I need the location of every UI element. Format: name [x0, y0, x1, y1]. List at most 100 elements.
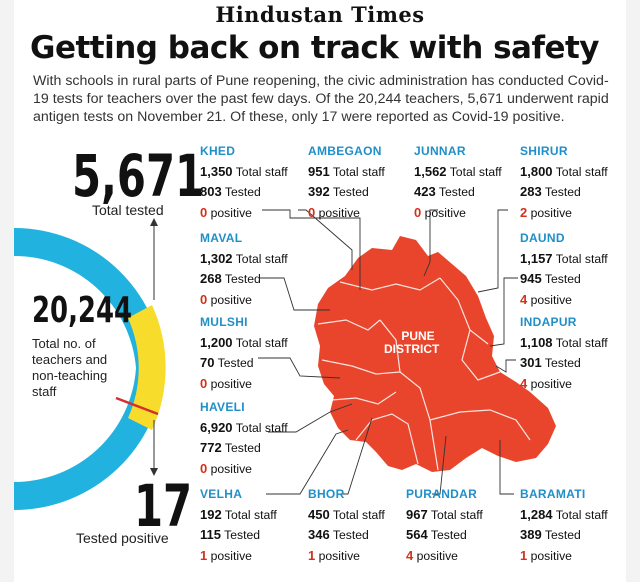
positive-count: 4 [520, 375, 528, 391]
district-maval: MAVAL 1,302 Total staff 268 Tested 0 pos… [200, 229, 288, 310]
positive-total-label: Tested positive [76, 530, 169, 546]
district-ambegaon: AMBEGAON 951 Total staff 392 Tested 0 po… [308, 142, 385, 223]
tested-label: Tested [224, 441, 261, 455]
district-name: KHED [200, 144, 236, 158]
tested-count: 392 [308, 184, 330, 199]
staff-label: Total staff [332, 164, 385, 179]
staff-total-label-1: Total no. of [32, 336, 96, 351]
positive-label: positive [318, 548, 360, 563]
tested-count: 423 [414, 184, 436, 199]
positive-label: positive [210, 548, 252, 563]
positive-count: 1 [200, 547, 208, 563]
map-label: PUNE DISTRICT [384, 329, 439, 356]
tested-label: Tested [438, 185, 475, 199]
district-name: MULSHI [200, 315, 248, 329]
tested-count: 772 [200, 440, 222, 455]
staff-total-label-2: teachers and [32, 352, 108, 367]
positive-label: positive [210, 292, 252, 307]
district-name: AMBEGAON [308, 144, 382, 158]
district-name: PURANDAR [406, 487, 478, 501]
district-purandar: PURANDAR 967 Total staff 564 Tested 4 po… [406, 485, 483, 566]
tested-count: 564 [406, 527, 428, 542]
staff-count: 1,350 [200, 163, 233, 179]
tested-label: Tested [332, 185, 369, 199]
staff-count: 1,108 [520, 334, 553, 350]
positive-label: positive [210, 205, 252, 220]
tested-count: 115 [200, 527, 221, 542]
tested-count: 389 [520, 527, 542, 542]
tested-count: 803 [200, 184, 222, 199]
district-name: JUNNAR [414, 144, 466, 158]
staff-count: 967 [406, 506, 428, 522]
tested-label: Tested [224, 528, 261, 542]
positive-count: 0 [200, 291, 208, 307]
staff-count: 951 [308, 163, 330, 179]
positive-label: positive [210, 376, 252, 391]
tested-count: 283 [520, 184, 542, 199]
staff-total-label-3: non-teaching [32, 368, 108, 383]
pune-district-map [314, 236, 556, 472]
map-label-line-2: DISTRICT [384, 342, 440, 356]
positive-count: 4 [406, 547, 414, 563]
staff-count: 1,302 [200, 250, 233, 266]
staff-total-label-4: staff [32, 384, 57, 399]
positive-count: 4 [520, 291, 528, 307]
staff-label: Total staff [224, 507, 277, 522]
tested-count: 301 [520, 355, 542, 370]
staff-label: Total staff [555, 164, 608, 179]
staff-total-value: 20,244 [32, 290, 133, 331]
tested-label: Tested [430, 528, 467, 542]
tested-label: Tested [544, 356, 581, 370]
tested-count: 346 [308, 527, 330, 542]
positive-total-value: 17 [134, 472, 193, 540]
tested-label: Tested [544, 528, 581, 542]
staff-label: Total staff [235, 164, 288, 179]
tested-count: 945 [520, 271, 542, 286]
staff-label: Total staff [555, 335, 608, 350]
staff-label: Total staff [332, 507, 385, 522]
positive-count: 0 [200, 460, 208, 476]
positive-label: positive [530, 292, 572, 307]
tested-total-value: 5,671 [72, 142, 205, 210]
positive-label: positive [318, 205, 360, 220]
district-haveli: HAVELI 6,920 Total staff 772 Tested 0 po… [200, 398, 288, 479]
district-name: INDAPUR [520, 315, 577, 329]
tested-label: Tested [217, 356, 254, 370]
district-name: VELHA [200, 487, 243, 501]
headline: Getting back on track with safety [30, 30, 600, 66]
staff-label: Total staff [235, 335, 288, 350]
tested-label: Tested [332, 528, 369, 542]
district-baramati: BARAMATI 1,284 Total staff 389 Tested 1 … [520, 485, 608, 566]
masthead: Hindustan Times [215, 2, 425, 27]
leader-lines [258, 209, 518, 495]
staff-count: 1,157 [520, 250, 553, 266]
district-name: BARAMATI [520, 487, 586, 501]
district-name: HAVELI [200, 400, 245, 414]
positive-label: positive [530, 548, 572, 563]
positive-count: 0 [308, 204, 316, 220]
positive-count: 2 [520, 204, 528, 220]
district-mulshi: MULSHI 1,200 Total staff 70 Tested 0 pos… [200, 313, 288, 394]
staff-count: 450 [308, 506, 330, 522]
tested-label: Tested [224, 272, 261, 286]
tested-count: 268 [200, 271, 222, 286]
positive-label: positive [424, 205, 466, 220]
positive-label: positive [530, 205, 572, 220]
staff-label: Total staff [555, 507, 608, 522]
district-indapur: INDAPUR 1,108 Total staff 301 Tested 4 p… [520, 313, 608, 394]
positive-label: positive [210, 461, 252, 476]
district-bhor: BHOR 450 Total staff 346 Tested 1 positi… [308, 485, 385, 566]
district-junnar: JUNNAR 1,562 Total staff 423 Tested 0 po… [414, 142, 502, 223]
staff-count: 6,920 [200, 419, 233, 435]
district-name: MAVAL [200, 231, 243, 245]
staff-label: Total staff [235, 420, 288, 435]
positive-arrow-head [150, 468, 158, 476]
donut-tested-segment [128, 305, 166, 430]
staff-label: Total staff [555, 251, 608, 266]
tested-total-label: Total tested [92, 202, 164, 218]
taluka-borders [317, 277, 531, 471]
staff-label: Total staff [430, 507, 483, 522]
tested-label: Tested [544, 185, 581, 199]
map-label-line-1: PUNE [401, 329, 435, 343]
